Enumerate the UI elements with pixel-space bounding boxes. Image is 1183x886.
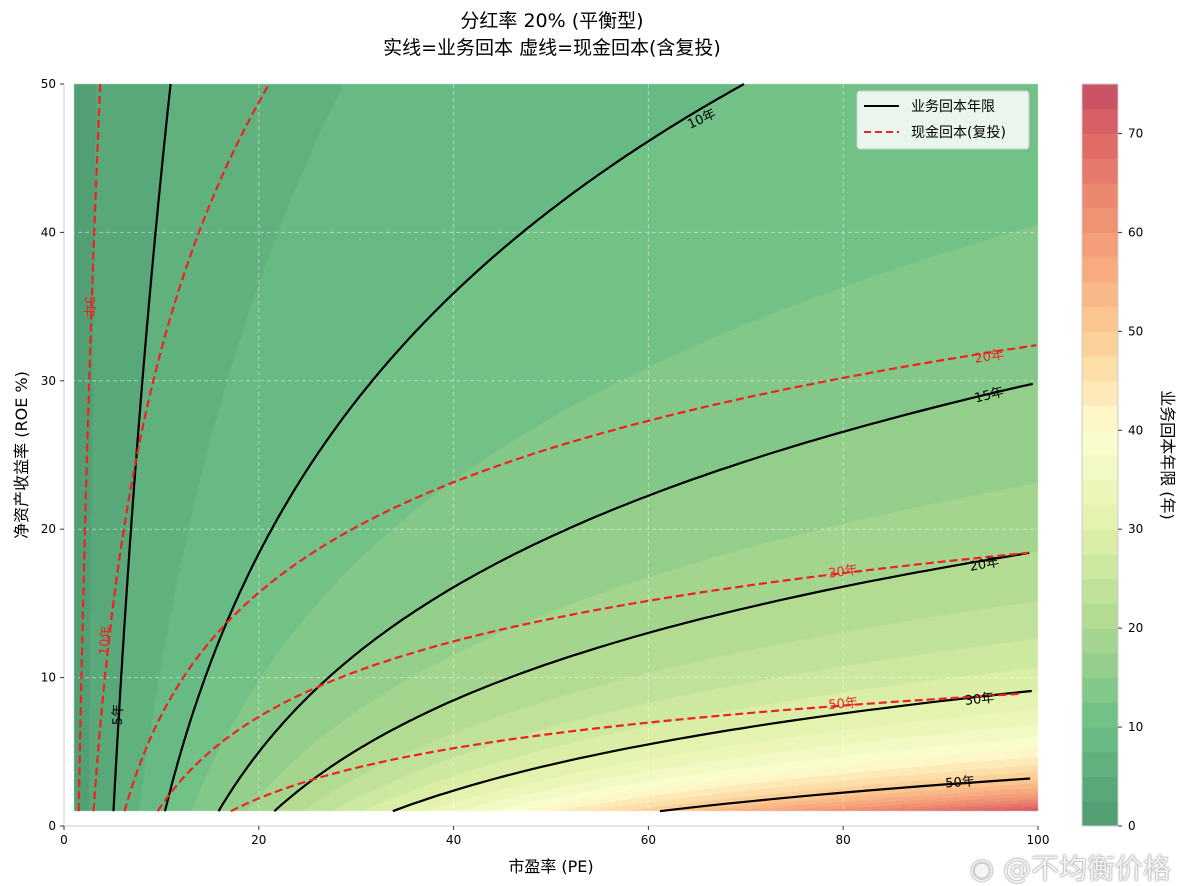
colorbar-band <box>1082 108 1118 134</box>
x-tick-label: 60 <box>641 833 656 847</box>
colorbar-tick-label: 70 <box>1128 126 1143 140</box>
cash-contour-10 <box>92 83 271 812</box>
weibo-icon: ◉ <box>969 852 995 885</box>
y-axis-label: 净资产收益率 (ROE %) <box>12 371 31 539</box>
cash-contour-label: 50年 <box>828 696 859 714</box>
colorbar-band <box>1082 133 1118 159</box>
y-tick-label: 20 <box>41 522 56 536</box>
colorbar-tick-label: 10 <box>1128 720 1143 734</box>
cash-contour-label: 10年 <box>97 625 115 656</box>
cash-contour-label: 30年 <box>828 563 859 582</box>
colorbar-band <box>1082 603 1118 629</box>
contour-lines <box>77 83 1037 813</box>
y-tick-label: 50 <box>41 77 56 91</box>
y-tick-label: 30 <box>41 374 56 388</box>
colorbar-band <box>1082 306 1118 332</box>
cash-contour-50 <box>230 692 1019 813</box>
colorbar-band <box>1082 158 1118 184</box>
colorbar: 0 10 20 30 40 50 60 70 <box>1081 83 1143 833</box>
chart-title-line2: 实线=业务回本 虚线=现金回本(含复投) <box>383 37 721 59</box>
colorbar-frame <box>1081 83 1119 827</box>
x-tick-label: 80 <box>836 833 851 847</box>
y-tick-label: 10 <box>41 671 56 685</box>
colorbar-band <box>1082 529 1118 555</box>
colorbar-band <box>1082 504 1118 530</box>
colorbar-band <box>1082 652 1118 679</box>
colorbar-tick-label: 60 <box>1128 225 1143 239</box>
business-contour-30 <box>392 689 1032 813</box>
legend: 业务回本年限 现金回本(复投) <box>856 90 1030 150</box>
colorbar-band <box>1082 331 1118 357</box>
cash-contour-label: 5年 <box>81 296 96 317</box>
cash-contour-20 <box>123 344 1037 812</box>
colorbar-band <box>1082 479 1118 505</box>
business-contour-label: 10年 <box>685 107 718 133</box>
colorbar-tick-label: 50 <box>1128 324 1143 338</box>
colorbar-label: 业务回本年限 (年) <box>1158 390 1177 520</box>
grid <box>64 84 1038 826</box>
colorbar-band <box>1082 405 1118 431</box>
colorbar-band <box>1082 232 1118 258</box>
business-contour-5 <box>112 83 172 812</box>
y-ticks: 0 10 20 30 40 50 <box>41 77 64 833</box>
contour-labels: 5年 10年 15年 20年 30年 50年 5年 10年 20年 30年 50年 <box>81 107 1006 792</box>
colorbar-band <box>1082 430 1118 456</box>
chart-title-line1: 分红率 20% (平衡型) <box>460 10 643 32</box>
colorbar-tick-label: 40 <box>1128 423 1143 437</box>
business-contour-label: 20年 <box>969 555 1001 575</box>
colorbar-band <box>1082 751 1118 778</box>
colorbar-band <box>1082 677 1118 703</box>
business-contour-20 <box>273 551 1030 813</box>
cash-contour-30 <box>156 551 1029 812</box>
y-tick-label: 0 <box>48 819 56 833</box>
x-axis-label: 市盈率 (PE) <box>508 857 593 876</box>
legend-label-cash: 现金回本(复投) <box>911 124 1006 141</box>
business-contour-label: 50年 <box>945 774 976 791</box>
business-contour-label: 15年 <box>973 385 1005 407</box>
colorbar-band <box>1082 182 1118 209</box>
y-tick-label: 40 <box>41 225 56 239</box>
watermark: ◉ @不均衡价格 <box>970 853 1171 885</box>
x-tick-label: 100 <box>1027 833 1050 847</box>
colorbar-tick-label: 30 <box>1128 522 1143 536</box>
colorbar-tick-label: 0 <box>1128 819 1136 833</box>
colorbar-band <box>1082 776 1118 802</box>
business-contour-15 <box>217 382 1034 812</box>
business-contour-50 <box>659 777 1031 813</box>
colorbar-band <box>1082 281 1118 308</box>
legend-label-business: 业务回本年限 <box>911 99 995 115</box>
colorbar-band <box>1082 455 1118 481</box>
colorbar-band <box>1082 801 1118 827</box>
x-tick-label: 0 <box>60 833 68 847</box>
colorbar-band <box>1082 702 1118 728</box>
colorbar-band <box>1082 727 1118 753</box>
colorbar-band <box>1082 257 1118 283</box>
colorbar-band <box>1082 207 1118 233</box>
x-tick-label: 40 <box>446 833 461 847</box>
business-contour-label: 5年 <box>111 704 127 726</box>
legend-box <box>856 90 1030 150</box>
business-contour-label: 30年 <box>964 691 995 709</box>
cash-contour-label: 20年 <box>974 347 1006 366</box>
watermark-text: @不均衡价格 <box>1002 852 1171 885</box>
colorbar-band <box>1082 380 1118 407</box>
colorbar-band <box>1082 84 1118 110</box>
colorbar-tick-label: 20 <box>1128 621 1143 635</box>
business-contour-10 <box>163 83 745 812</box>
colorbar-band <box>1082 553 1118 580</box>
x-tick-label: 20 <box>251 833 266 847</box>
x-ticks: 0 20 40 60 80 100 <box>60 826 1049 847</box>
colorbar-band <box>1082 628 1118 654</box>
cash-contour-5 <box>77 83 102 812</box>
colorbar-band <box>1082 356 1118 382</box>
colorbar-band <box>1082 578 1118 604</box>
